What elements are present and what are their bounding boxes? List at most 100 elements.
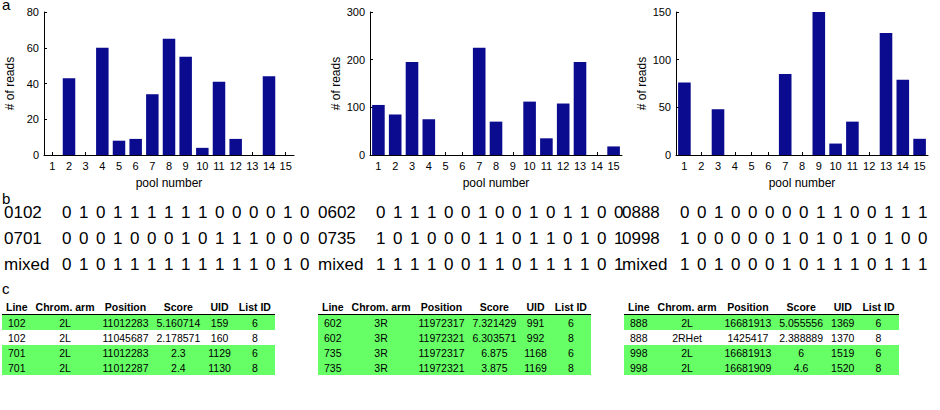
svg-text:12: 12 (557, 160, 569, 172)
svg-text:100: 100 (347, 101, 365, 113)
svg-text:12: 12 (230, 160, 242, 172)
svg-text:13: 13 (880, 160, 892, 172)
svg-text:11: 11 (213, 160, 224, 172)
html-text:602: 602 (324, 331, 342, 344)
svg-text:6: 6 (765, 160, 771, 172)
html-text:1130: 1130 (208, 361, 231, 374)
svg-text:7: 7 (476, 160, 482, 172)
svg-text:3: 3 (83, 160, 89, 172)
html-text:160: 160 (210, 331, 229, 344)
html-text:0602: 0602 (318, 203, 356, 222)
html-text:3R: 3R (374, 316, 388, 329)
svg-text:# of reads: # of reads (635, 57, 649, 110)
html-text:mixed: mixed (4, 255, 50, 274)
svg-text:# of reads: # of reads (329, 57, 343, 110)
svg-text:0: 0 (359, 149, 365, 161)
html-text:159: 159 (210, 316, 229, 329)
html-text:992: 992 (526, 331, 545, 344)
svg-text:8: 8 (799, 160, 805, 172)
html-text:0102: 0102 (4, 203, 42, 222)
html-text:0888: 0888 (622, 203, 660, 222)
html-text:7.321429: 7.321429 (472, 316, 517, 329)
svg-text:6: 6 (459, 160, 465, 172)
svg-text:7: 7 (149, 160, 155, 172)
html-text:11012287: 11012287 (102, 361, 149, 374)
svg-text:2: 2 (698, 160, 704, 172)
svg-text:10: 10 (829, 160, 841, 172)
svg-text:13: 13 (246, 160, 258, 172)
svg-text:15: 15 (913, 160, 925, 172)
svg-text:14: 14 (263, 160, 275, 172)
svg-text:3: 3 (715, 160, 721, 172)
svg-text:50: 50 (659, 101, 671, 113)
svg-text:2: 2 (392, 160, 398, 172)
html-text:11045687: 11045687 (102, 331, 149, 344)
html-text:11012283: 11012283 (102, 346, 149, 359)
svg-text:9: 9 (510, 160, 516, 172)
svg-text:pool number: pool number (769, 176, 836, 190)
html-text:11972317: 11972317 (418, 316, 465, 329)
svg-text:9: 9 (183, 160, 189, 172)
svg-text:15: 15 (607, 160, 619, 172)
html-text:mixed: mixed (622, 255, 668, 274)
svg-text:9: 9 (816, 160, 822, 172)
svg-text:60: 60 (27, 42, 39, 54)
html-text:102: 102 (8, 316, 26, 329)
svg-text:11: 11 (847, 160, 858, 172)
html-text:102: 102 (8, 331, 26, 344)
html-text:0735: 0735 (318, 229, 356, 248)
svg-text:8: 8 (166, 160, 172, 172)
svg-text:0: 0 (665, 149, 671, 161)
html-text:11972321: 11972321 (418, 331, 465, 344)
svg-text:# of reads: # of reads (3, 57, 17, 110)
html-text:1129: 1129 (208, 346, 231, 359)
svg-text:5: 5 (749, 160, 755, 172)
svg-text:20: 20 (27, 113, 39, 125)
svg-text:3: 3 (409, 160, 415, 172)
svg-text:pool number: pool number (463, 176, 530, 190)
svg-text:14: 14 (897, 160, 909, 172)
svg-text:0: 0 (33, 149, 39, 161)
svg-text:2: 2 (66, 160, 72, 172)
svg-text:15: 15 (280, 160, 292, 172)
svg-text:4: 4 (732, 160, 738, 172)
html-text:5.160714: 5.160714 (156, 316, 201, 329)
svg-text:200: 200 (347, 54, 365, 66)
svg-text:14: 14 (591, 160, 603, 172)
html-text:602: 602 (324, 316, 342, 329)
html-text:735: 735 (324, 346, 342, 359)
svg-text:10: 10 (196, 160, 208, 172)
html-text:11012283: 11012283 (102, 316, 149, 329)
svg-text:1: 1 (49, 160, 55, 172)
html-text:991: 991 (526, 316, 545, 329)
svg-text:40: 40 (27, 78, 39, 90)
html-text:6.303571: 6.303571 (472, 331, 517, 344)
svg-text:150: 150 (653, 6, 671, 18)
html-text:701: 701 (8, 346, 26, 359)
svg-text:11: 11 (541, 160, 552, 172)
svg-text:1: 1 (681, 160, 687, 172)
html-text:0701: 0701 (4, 229, 42, 248)
svg-text:12: 12 (863, 160, 875, 172)
svg-text:10: 10 (523, 160, 535, 172)
html-text:mixed: mixed (318, 255, 364, 274)
html-text:2.178571: 2.178571 (156, 331, 201, 344)
svg-text:80: 80 (27, 6, 39, 18)
svg-text:300: 300 (347, 6, 365, 18)
svg-text:4: 4 (99, 160, 105, 172)
svg-text:pool number: pool number (136, 176, 203, 190)
html-text:2.3: 2.3 (171, 346, 186, 359)
html-text:701: 701 (8, 361, 26, 374)
svg-text:7: 7 (782, 160, 788, 172)
html-text:3R: 3R (374, 331, 388, 344)
svg-text:8: 8 (493, 160, 499, 172)
html-text:2.4: 2.4 (171, 361, 186, 374)
svg-text:4: 4 (426, 160, 432, 172)
svg-text:6: 6 (133, 160, 139, 172)
html-text:0998: 0998 (622, 229, 660, 248)
svg-text:5: 5 (443, 160, 449, 172)
svg-text:100: 100 (653, 54, 671, 66)
svg-text:13: 13 (574, 160, 586, 172)
svg-text:5: 5 (116, 160, 122, 172)
svg-text:1: 1 (375, 160, 381, 172)
